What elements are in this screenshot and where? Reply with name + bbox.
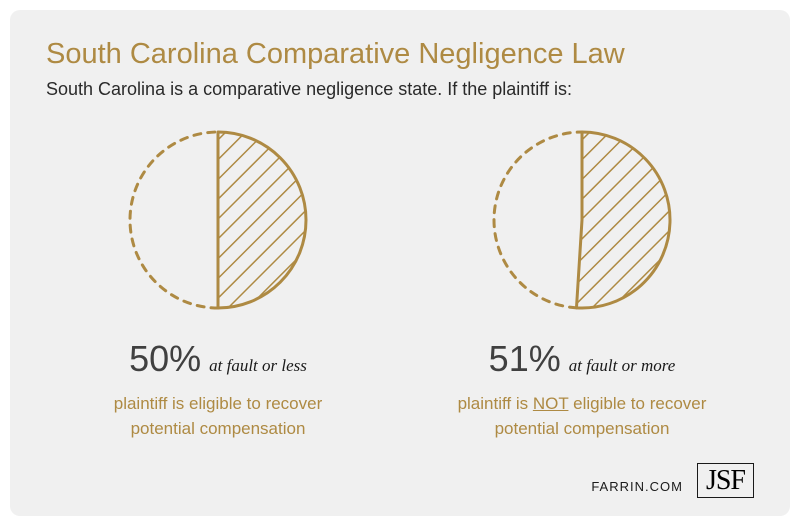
pie-svg-51: [482, 120, 682, 320]
percent-value: 50%: [129, 338, 201, 380]
chart-block-50: 50% at fault or less plaintiff is eligib…: [46, 120, 390, 441]
percent-line-51: 51% at fault or more: [489, 338, 676, 380]
chart-block-51: 51% at fault or more plaintiff is NOT el…: [410, 120, 754, 441]
pie-chart-50: [118, 120, 318, 320]
percent-value: 51%: [489, 338, 561, 380]
outcome-text-51: plaintiff is NOT eligible to recover pot…: [452, 392, 712, 441]
percent-line-50: 50% at fault or less: [129, 338, 307, 380]
infographic-card: South Carolina Comparative Negligence La…: [10, 10, 790, 516]
page-subtitle: South Carolina is a comparative negligen…: [46, 79, 754, 100]
percent-desc: at fault or less: [209, 356, 307, 376]
footer: FARRIN.COM JSF: [591, 463, 754, 498]
footer-domain: FARRIN.COM: [591, 479, 683, 498]
page-title: South Carolina Comparative Negligence La…: [46, 38, 754, 71]
pie-chart-51: [482, 120, 682, 320]
percent-desc: at fault or more: [569, 356, 676, 376]
outcome-text-50: plaintiff is eligible to recover potenti…: [88, 392, 348, 441]
pie-svg-50: [118, 120, 318, 320]
logo: JSF: [697, 463, 754, 498]
charts-row: 50% at fault or less plaintiff is eligib…: [46, 120, 754, 441]
